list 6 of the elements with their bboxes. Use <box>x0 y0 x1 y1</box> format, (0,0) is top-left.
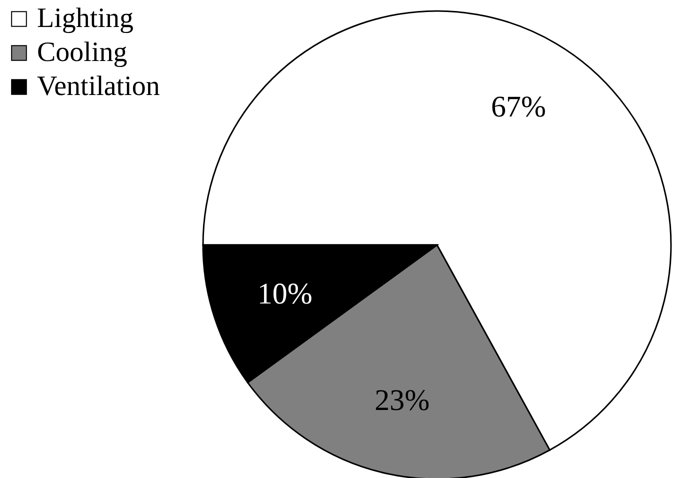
legend-label: Lighting <box>37 3 134 34</box>
data-label: 23% <box>374 384 430 418</box>
legend-label: Cooling <box>37 37 128 68</box>
legend-label: Ventilation <box>37 71 160 102</box>
data-label: 10% <box>257 277 312 310</box>
data-label: 67% <box>490 90 546 124</box>
